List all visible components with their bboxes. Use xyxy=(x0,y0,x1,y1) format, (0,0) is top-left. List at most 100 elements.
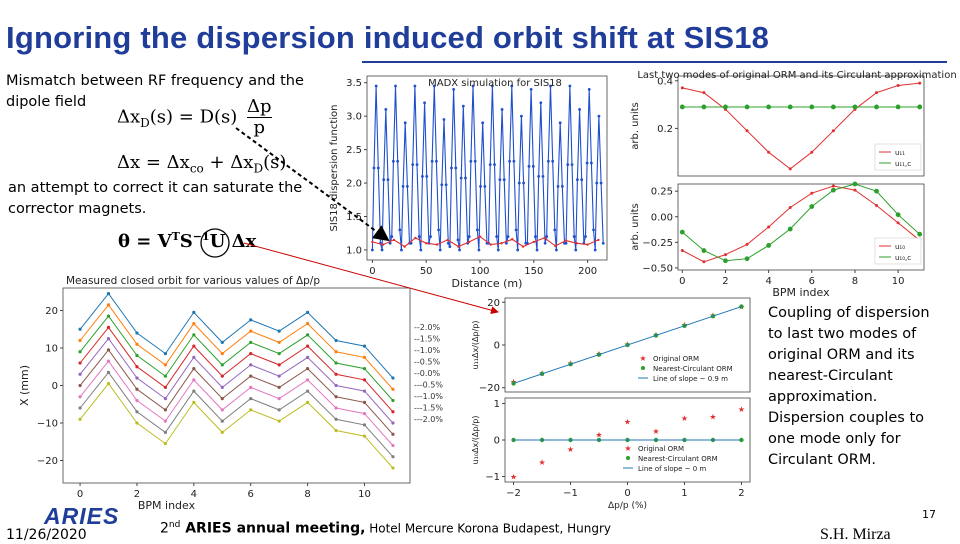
modes-top-point xyxy=(874,104,879,110)
dispersion-point xyxy=(502,178,506,182)
dispersion-red-point xyxy=(371,240,374,244)
eq3-a: θ = V xyxy=(118,231,172,252)
dispersion-point xyxy=(471,84,475,88)
modes-top-point xyxy=(896,84,900,88)
dispersion-red-point xyxy=(435,243,439,246)
dispersion-point xyxy=(442,118,446,121)
closed-orbit-point xyxy=(277,329,281,333)
dispersion-point xyxy=(506,235,510,238)
dispersion-point xyxy=(568,84,572,88)
closed-orbit-title: Measured closed orbit for various values… xyxy=(66,275,320,287)
closed-orbit-point xyxy=(135,353,139,358)
dispersion-point xyxy=(430,159,434,163)
closed-orbit-point xyxy=(78,383,82,388)
coupling-u10-xlabel: Δp/p (%) xyxy=(608,501,647,511)
modes-bottom-point xyxy=(875,204,879,207)
closed-orbit-point xyxy=(192,333,196,337)
closed-orbit-series-0 xyxy=(79,292,394,379)
dispersion-point xyxy=(390,235,394,238)
closed-orbit-point xyxy=(334,361,338,365)
closed-orbit-series-4 xyxy=(79,337,394,424)
dispersion-point xyxy=(572,235,576,238)
closed-orbit-series-3 xyxy=(79,326,394,413)
dispersion-point xyxy=(560,185,564,188)
slide-title: Ignoring the dispersion induced orbit sh… xyxy=(6,20,770,55)
closed-orbit-point xyxy=(163,385,167,389)
closed-orbit-point xyxy=(391,398,395,403)
dispersion-red-point xyxy=(532,240,536,244)
page-number: 17 xyxy=(922,508,936,521)
coupling-u11-ylabel: u₁₁Δx/(Δp/p) xyxy=(471,321,480,370)
dispersion-point xyxy=(504,241,508,245)
closed-orbit-point xyxy=(334,338,338,343)
dispersion-point xyxy=(535,248,539,252)
dispersion-xtick-label: 100 xyxy=(470,266,489,277)
modes-top-point xyxy=(767,150,771,154)
modes-bottom-point xyxy=(810,191,814,195)
modes-top-legend-box xyxy=(874,143,922,171)
closed-orbit-point xyxy=(163,430,167,434)
dispersion-point xyxy=(411,163,415,167)
closed-orbit-point xyxy=(220,397,224,401)
modes-top-point xyxy=(875,91,879,95)
dispersion-point xyxy=(592,228,595,232)
modes-top-point xyxy=(787,104,793,110)
closed-orbit-point xyxy=(192,355,196,359)
dispersion-point xyxy=(477,248,481,252)
dispersion-point xyxy=(421,174,424,178)
closed-orbit-legend-label: --1.0% xyxy=(414,346,440,355)
coupling-u10-point-star: ★ xyxy=(595,431,602,440)
dispersion-point xyxy=(578,108,581,111)
dispersion-red-point xyxy=(597,238,600,242)
closed-orbit-series-6 xyxy=(79,360,394,446)
dispersion-red-point xyxy=(424,242,428,245)
modes-bottom-point xyxy=(830,187,836,193)
dispersion-point xyxy=(415,163,419,167)
closed-orbit-point xyxy=(306,333,310,337)
modes-bottom-ytick-label: −0.25 xyxy=(642,238,673,249)
red-arrow xyxy=(243,242,499,315)
dispersion-point xyxy=(405,185,409,188)
closed-orbit-point xyxy=(249,318,253,322)
coupling-u10-point-star: ★ xyxy=(681,414,688,423)
eq3-b: S xyxy=(179,231,193,252)
modes-bottom-point xyxy=(917,231,923,237)
closed-orbit-point xyxy=(220,340,224,344)
dispersion-point xyxy=(435,159,438,163)
modes-bottom-point xyxy=(701,248,707,253)
coupling-u11-legend-swatch: ★ xyxy=(639,354,646,363)
coupling-u10-legend-swatch xyxy=(626,456,630,460)
dispersion-point xyxy=(558,121,562,125)
closed-orbit-point xyxy=(135,387,139,391)
modes-bottom-point xyxy=(680,249,684,253)
equation-total-shift: Δx = Δxco + ΔxD(s) xyxy=(117,152,286,176)
dispersion-point xyxy=(479,185,482,188)
aries-logo: ARIES xyxy=(44,503,120,529)
closed-orbit-series-5 xyxy=(79,349,394,435)
dispersion-xtick-label: 50 xyxy=(420,266,433,277)
closed-orbit-point xyxy=(192,389,196,393)
dispersion-point xyxy=(517,181,521,185)
dispersion-point xyxy=(372,166,376,170)
closed-orbit-point xyxy=(106,325,111,329)
closed-orbit-point xyxy=(78,327,82,331)
dispersion-red-point xyxy=(468,240,471,244)
dispersion-point xyxy=(425,174,429,178)
closed-orbit-point xyxy=(135,398,139,403)
dispersion-point xyxy=(459,176,463,180)
dispersion-point xyxy=(574,248,578,252)
modes-top-legend-label: u₁₁ xyxy=(895,149,905,157)
title-underline xyxy=(362,61,947,63)
dispersion-red-point xyxy=(392,238,396,242)
modes-bottom-point xyxy=(787,226,793,232)
dispersion-point xyxy=(384,108,388,111)
dispersion-point xyxy=(483,185,487,188)
dispersion-point xyxy=(564,241,568,245)
closed-orbit-point xyxy=(306,367,310,371)
closed-orbit-point xyxy=(249,363,253,367)
dispersion-red-point xyxy=(575,242,579,245)
date: 11/26/2020 xyxy=(6,527,87,543)
dispersion-point xyxy=(546,159,550,163)
modes-bottom-point xyxy=(853,188,857,192)
